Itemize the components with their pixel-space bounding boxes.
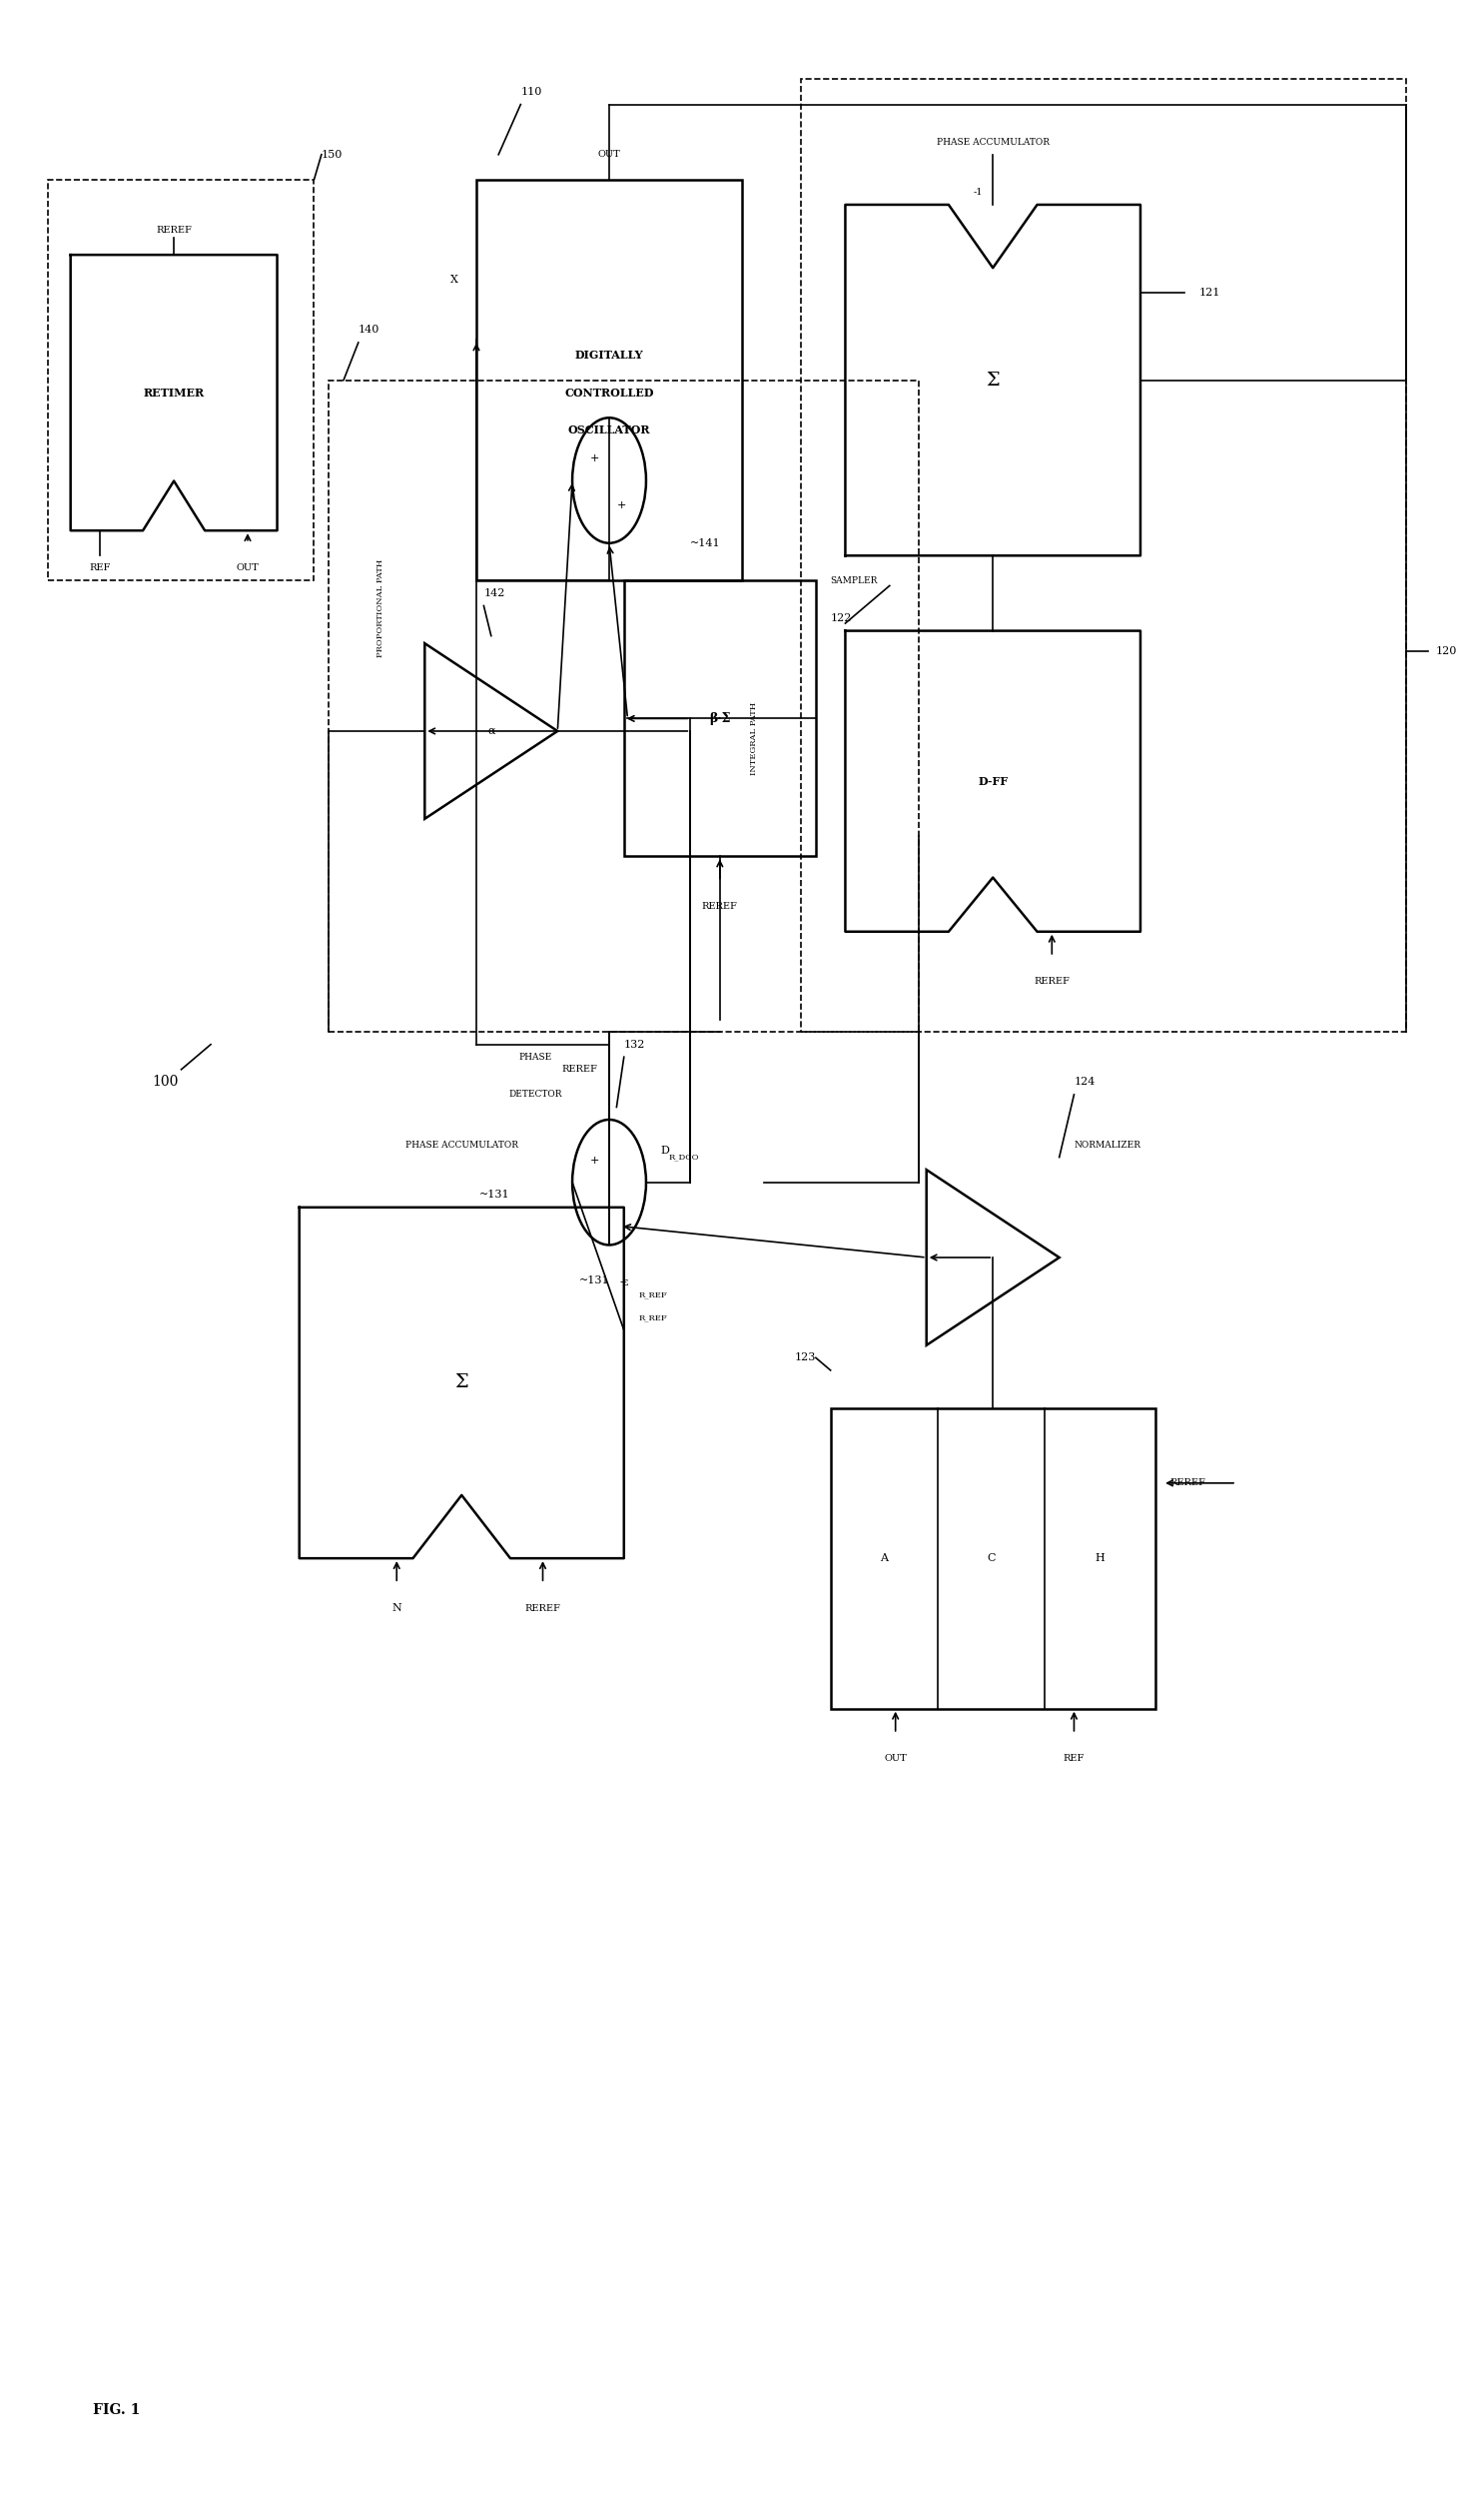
Text: 124: 124 — [1074, 1076, 1095, 1086]
Text: REF: REF — [89, 563, 111, 573]
Text: REREF: REREF — [702, 903, 738, 910]
Text: CONTROLLED: CONTROLLED — [564, 387, 654, 397]
Bar — [623, 581, 816, 858]
Text: R_REF: R_REF — [638, 1313, 668, 1323]
Text: REREF: REREF — [525, 1605, 561, 1612]
Text: Σ: Σ — [454, 1373, 469, 1391]
Text: R_REF: R_REF — [638, 1290, 668, 1300]
Text: DETECTOR: DETECTOR — [509, 1089, 562, 1099]
Text: +: + — [617, 500, 626, 511]
Text: ~131: ~131 — [479, 1190, 509, 1200]
Text: X: X — [450, 274, 459, 284]
Text: INTEGRAL PATH: INTEGRAL PATH — [749, 702, 758, 775]
Text: -ε: -ε — [619, 1278, 629, 1288]
Bar — [831, 1408, 1155, 1708]
Text: β·Σ: β·Σ — [709, 712, 730, 724]
Text: OSCILLATOR: OSCILLATOR — [568, 425, 650, 435]
Text: -1: -1 — [974, 189, 982, 196]
Text: PHASE ACCUMULATOR: PHASE ACCUMULATOR — [405, 1139, 518, 1149]
Text: Σ: Σ — [985, 372, 1000, 390]
Text: OUT: OUT — [236, 563, 260, 573]
Text: ~131: ~131 — [579, 1275, 610, 1285]
Text: 142: 142 — [484, 589, 505, 599]
Text: 122: 122 — [831, 614, 852, 624]
Text: DIGITALLY: DIGITALLY — [574, 350, 644, 360]
Text: 140: 140 — [358, 324, 380, 334]
Text: 132: 132 — [623, 1039, 646, 1049]
Bar — [801, 80, 1405, 1031]
Text: α: α — [487, 727, 494, 737]
Text: OUT: OUT — [598, 151, 620, 158]
Text: -: - — [620, 1202, 623, 1212]
Text: RETIMER: RETIMER — [144, 387, 205, 397]
Text: PHASE: PHASE — [519, 1051, 552, 1061]
Text: OUT: OUT — [884, 1755, 907, 1763]
Text: REREF: REREF — [562, 1064, 598, 1074]
Text: H: H — [1095, 1554, 1106, 1564]
Bar — [49, 179, 315, 581]
Text: 150: 150 — [322, 148, 343, 158]
Text: REREF: REREF — [1034, 978, 1070, 986]
Text: SAMPLER: SAMPLER — [831, 576, 879, 586]
Bar — [476, 179, 742, 581]
Text: A: A — [880, 1554, 887, 1564]
Text: 121: 121 — [1199, 287, 1221, 297]
Text: D: D — [660, 1147, 669, 1157]
Text: NORMALIZER: NORMALIZER — [1074, 1139, 1141, 1149]
Text: REF: REF — [1064, 1755, 1085, 1763]
Text: PHASE ACCUMULATOR: PHASE ACCUMULATOR — [936, 138, 1049, 146]
Text: 120: 120 — [1435, 646, 1457, 656]
Text: D-FF: D-FF — [978, 775, 1008, 787]
Text: N: N — [392, 1605, 402, 1615]
Text: 100: 100 — [151, 1074, 178, 1089]
Bar — [329, 380, 919, 1031]
Text: R_DCO: R_DCO — [668, 1154, 699, 1162]
Text: C: C — [987, 1554, 996, 1564]
Text: 110: 110 — [521, 88, 542, 98]
Text: +: + — [589, 453, 600, 463]
Text: PROPORTIONAL PATH: PROPORTIONAL PATH — [377, 558, 384, 656]
Text: REREF: REREF — [156, 226, 191, 234]
Text: 123: 123 — [794, 1353, 816, 1363]
Text: FIG. 1: FIG. 1 — [92, 2404, 139, 2417]
Text: ~141: ~141 — [690, 538, 720, 548]
Text: +: + — [589, 1154, 600, 1164]
Text: REREF: REREF — [1169, 1479, 1206, 1486]
